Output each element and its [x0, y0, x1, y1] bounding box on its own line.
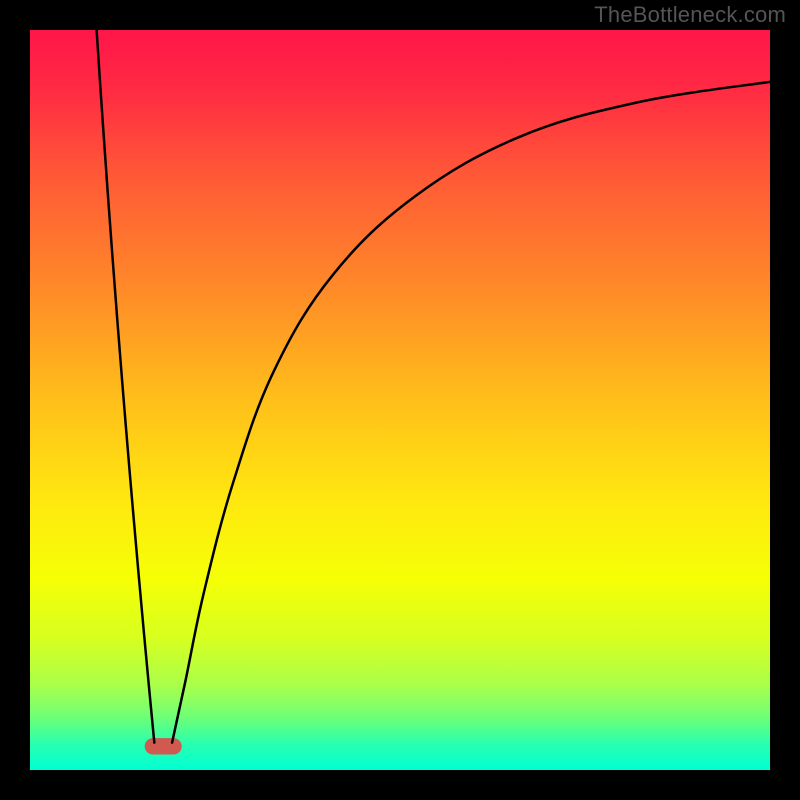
- plot-area: [30, 30, 770, 770]
- chart-background: [30, 30, 770, 770]
- watermark-text: TheBottleneck.com: [594, 2, 786, 28]
- vertex-marker: [145, 738, 182, 754]
- chart-svg: [30, 30, 770, 770]
- stage: TheBottleneck.com: [0, 0, 800, 800]
